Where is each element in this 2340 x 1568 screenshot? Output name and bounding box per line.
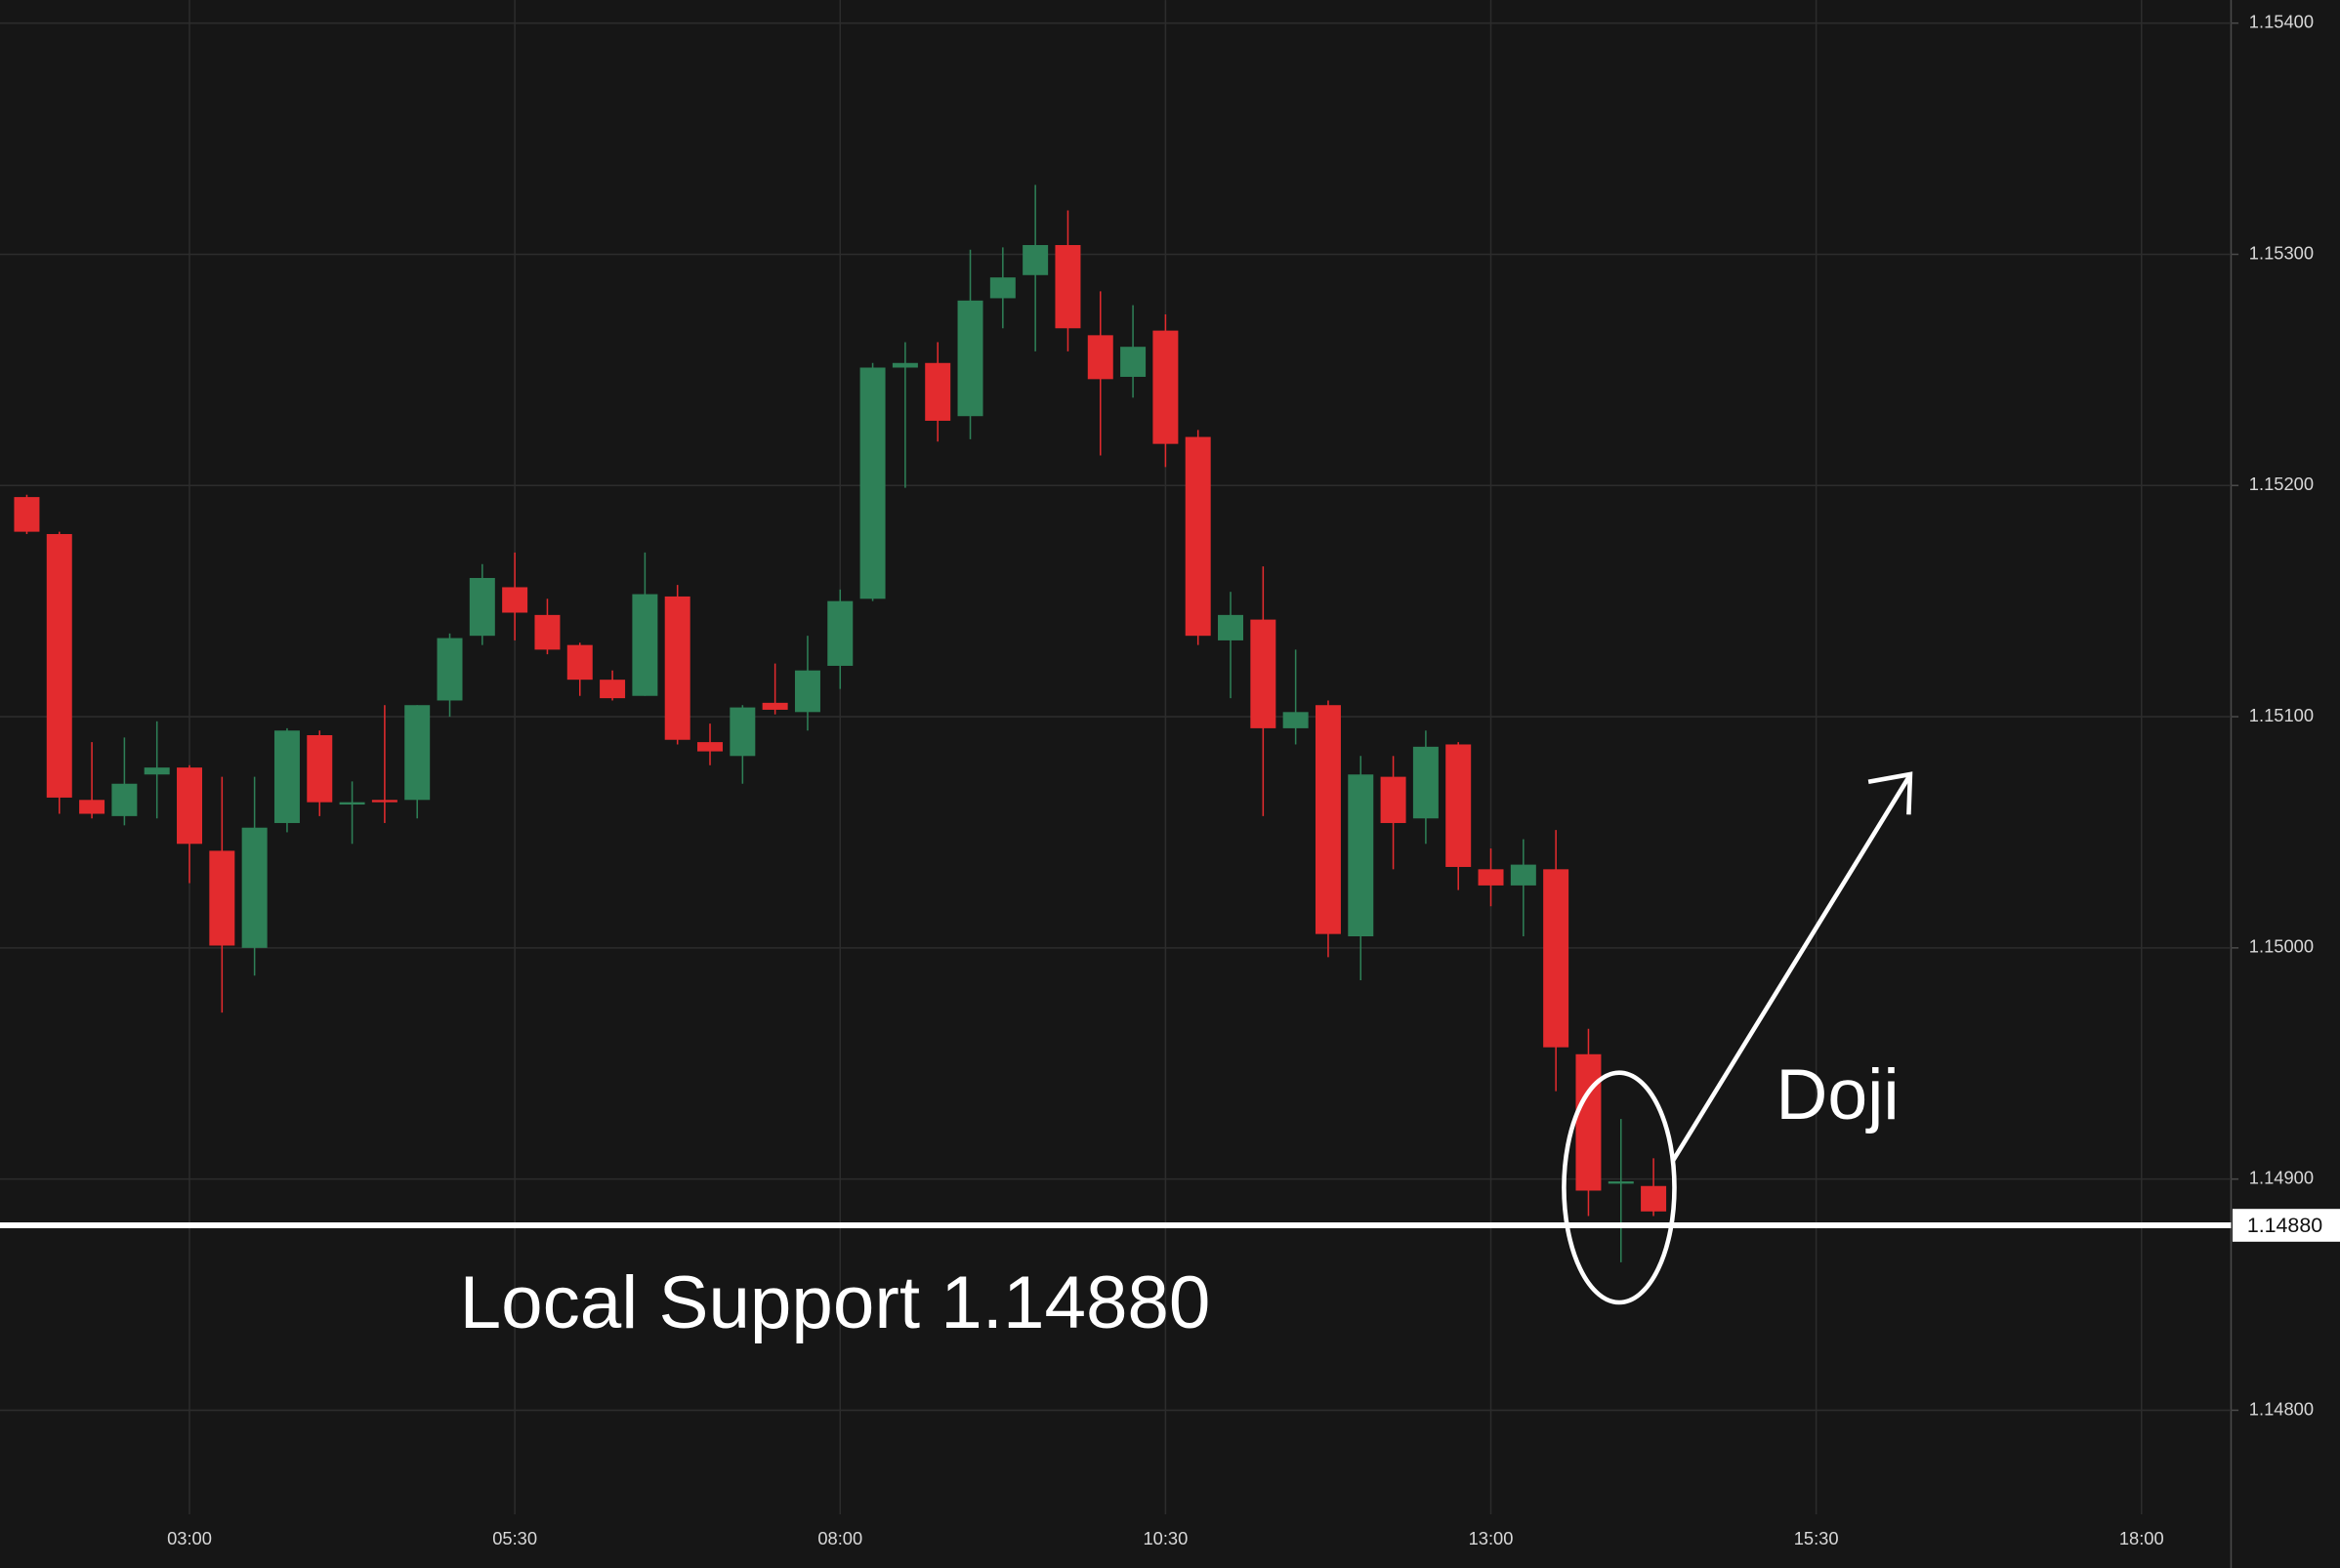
x-tick-label: 05:30 [492,1528,537,1548]
grid: 1.15400 1.15300 1.15200 1.15100 1.15000 1.149… [0,0,2314,1548]
candle-body [794,670,820,713]
candle-body [1641,1185,1667,1212]
candle-body [1348,774,1374,937]
candle-body [1087,335,1113,380]
y-tick-label: 1.15300 [2249,242,2314,263]
candle-body [762,702,788,710]
support-label-box [2232,1209,2340,1242]
x-tick-label: 15:30 [1794,1528,1839,1548]
candle-body [664,596,690,740]
candle-body [989,277,1016,299]
candle-body [1380,776,1406,823]
candle-body [144,767,170,775]
candle-body [1282,712,1309,728]
doji-annotation: Doji [1776,1054,1899,1135]
arrow-shaft [1671,775,1911,1163]
candle-body [632,594,658,696]
candle-body [1575,1053,1602,1191]
y-tick-label: 1.14800 [2249,1398,2314,1419]
candle-body [273,730,300,823]
candle-body [1023,245,1049,275]
y-tick-label: 1.15200 [2249,474,2314,494]
candle-body [534,614,561,650]
candle-body [307,734,333,803]
candle-body [1543,869,1569,1048]
candle-body [502,587,528,613]
candle-body [46,533,72,798]
support-label: 1.14880 [2247,1214,2322,1237]
candle-body [469,577,495,637]
arrow-head [1867,771,1913,815]
x-tick-label: 03:00 [167,1528,212,1548]
y-tick-label: 1.14900 [2249,1167,2314,1187]
candle-body [1412,746,1439,819]
candle-body [404,705,431,801]
candle-body [1315,705,1341,934]
candle-body [1445,744,1472,867]
candle-body [14,497,40,532]
candle-body [1218,614,1244,640]
candle-body [957,300,983,417]
candle-body [697,742,724,752]
candle-body [437,638,463,701]
candle-body [1250,619,1276,728]
candle-body [1478,869,1504,886]
candle-body [371,800,397,803]
candle-body [1152,330,1179,444]
candle-body [1510,864,1536,886]
candle-body [892,362,918,368]
candle-body [111,783,138,816]
candle-body [566,644,593,681]
overlay: Local Support 1.14880 Doji 1.14880 [0,771,2340,1344]
candle-body [827,600,854,666]
candle-body [1185,436,1211,637]
x-tick-label: 13:00 [1469,1528,1514,1548]
candle-body [600,680,626,699]
candle-body [925,362,951,421]
candle-body [339,802,365,805]
x-tick-label: 08:00 [817,1528,862,1548]
candle-body [859,367,886,599]
candle-body [1608,1181,1634,1184]
y-tick-label: 1.15100 [2249,705,2314,725]
doji-circle [1562,1070,1677,1305]
candle-body [241,827,268,948]
support-annotation: Local Support 1.14880 [460,1261,1211,1344]
candle-body [1055,245,1081,329]
candle-body [730,707,756,757]
candle-body [177,767,203,845]
candle-body [79,800,105,814]
candles [14,185,1667,1262]
x-tick-label: 10:30 [1143,1528,1188,1548]
candle-body [209,850,235,946]
candle-body [1120,347,1147,377]
y-tick-label: 1.15400 [2249,12,2314,32]
x-tick-label: 18:00 [2119,1528,2164,1548]
y-tick-label: 1.15000 [2249,936,2314,957]
